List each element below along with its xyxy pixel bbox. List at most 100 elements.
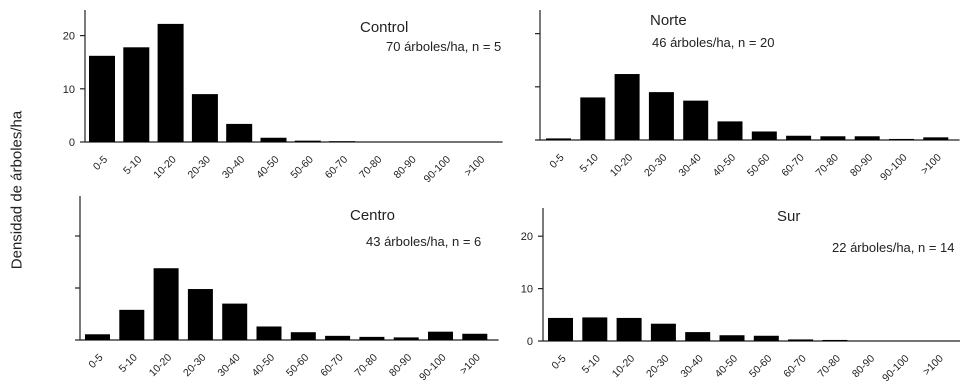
x-tick-label: 30-40: [678, 353, 706, 381]
bar-40-50: [256, 326, 282, 340]
x-tick-label: 10-20: [151, 154, 179, 182]
x-tick-label: 20-30: [181, 352, 209, 380]
x-tick-label: 60-70: [318, 352, 346, 380]
bar-30-40: [685, 332, 711, 341]
y-tick-label: 20: [521, 231, 533, 243]
chart-panel-centro: 0-5 5-10 10-20 20-30 30-40 40-50 50-60 60-70 70-…: [75, 196, 499, 383]
y-tick-label: 20: [63, 31, 75, 43]
bar-70-80: [820, 136, 846, 140]
x-tick-label: 50-60: [284, 352, 312, 380]
x-tick-label: 20-30: [644, 353, 672, 381]
bar-10-20: [157, 23, 184, 143]
x-tick-label: 5-10: [117, 352, 140, 375]
chart-panel-norte: 0-5 5-10 10-20 20-30 30-40 40-50 50-60 60-70 70-…: [535, 10, 960, 183]
x-tick-label: 5-10: [578, 152, 601, 175]
y-tick-label: 0: [527, 336, 533, 348]
shared-y-axis-label: Densidad de árboles/ha: [2, 60, 32, 320]
x-tick-label: 90-100: [417, 352, 449, 384]
bar-70-80: [359, 336, 385, 340]
x-tick-label: 60-70: [779, 152, 807, 180]
y-axis-label-text: Densidad de árboles/ha: [8, 110, 26, 270]
x-tick-label: 70-80: [357, 154, 385, 182]
bar-0-5: [85, 334, 110, 340]
bar-5-10: [123, 47, 150, 142]
bar-5-10: [119, 309, 145, 340]
x-tick-label: 0-5: [91, 154, 110, 173]
bar-20-30: [650, 323, 676, 341]
chart-subtitle: 46 árboles/ha, n = 20: [652, 35, 775, 50]
bar-5-10: [580, 97, 606, 140]
bar-40-50: [719, 335, 745, 341]
x-tick-label: 20-30: [642, 152, 670, 180]
x-tick-label: 10-20: [610, 353, 638, 381]
bar-90-100: [428, 331, 453, 340]
bar-50-60: [290, 332, 316, 340]
bar-10-20: [614, 74, 640, 140]
x-tick-label: 40-50: [713, 353, 741, 381]
y-tick-label: 10: [521, 284, 533, 296]
x-tick-label: 90-100: [880, 353, 912, 385]
bar-50-60: [751, 131, 777, 140]
x-tick-label: 50-60: [747, 353, 775, 381]
bar-5-10: [582, 317, 608, 341]
x-tick-label: >100: [919, 152, 944, 177]
bar-0-5: [89, 55, 115, 142]
x-tick-label: 30-40: [676, 152, 704, 180]
x-tick-label: 80-90: [387, 352, 415, 380]
bar-70-80: [822, 339, 848, 341]
bar-20-30: [191, 94, 218, 142]
bar-0-5: [548, 317, 573, 341]
bar-60-70: [325, 335, 351, 340]
x-tick-label: 30-40: [215, 352, 243, 380]
x-tick-label: 60-70: [323, 154, 351, 182]
x-tick-label: 90-100: [422, 154, 454, 186]
bar-60-70: [788, 339, 814, 341]
bar-90-100: [889, 138, 914, 140]
x-tick-label: >100: [458, 352, 483, 377]
bar-20-30: [187, 289, 213, 340]
bar-30-40: [226, 123, 253, 142]
x-tick-label: 0-5: [86, 352, 105, 371]
x-tick-label: 70-80: [816, 353, 844, 381]
bar-80-90: [393, 337, 419, 340]
bar->100: [462, 333, 488, 340]
x-tick-label: 90-100: [878, 152, 910, 184]
bar-50-60: [753, 335, 779, 341]
chart-title: Centro: [350, 207, 395, 224]
chart-subtitle: 22 árboles/ha, n = 14: [832, 240, 955, 255]
bar-30-40: [222, 303, 248, 340]
x-tick-label: 10-20: [608, 152, 636, 180]
bar-80-90: [854, 136, 880, 140]
x-tick-label: 80-90: [850, 353, 878, 381]
bar-10-20: [616, 317, 642, 341]
y-tick-label: 0: [69, 137, 75, 149]
x-tick-label: 5-10: [121, 154, 144, 177]
bar->100: [923, 137, 949, 140]
chart-panel-sur: 0 10 20 0-5 5-10 10-20 20-30 30-40 40-50 50-60 60-…: [521, 208, 960, 384]
x-tick-label: 50-60: [745, 152, 773, 180]
x-tick-label: >100: [462, 154, 487, 179]
x-tick-label: 20-30: [186, 154, 214, 182]
chart-subtitle: 43 árboles/ha, n = 6: [366, 234, 481, 249]
x-tick-label: 70-80: [814, 152, 842, 180]
x-tick-label: 5-10: [580, 353, 603, 376]
bar-60-70: [786, 135, 812, 140]
bar-40-50: [260, 137, 287, 142]
x-tick-label: 50-60: [288, 154, 316, 182]
x-tick-label: 80-90: [848, 152, 876, 180]
chart-panel-control: 0 10 20 0-5 5-10 10-20 20-30 30-40 40-50 50-60 60-…: [63, 10, 503, 185]
x-tick-label: 0-5: [549, 353, 568, 372]
bar-50-60: [294, 140, 321, 142]
x-tick-label: >100: [921, 353, 946, 378]
x-tick-label: 30-40: [220, 154, 248, 182]
chart-title: Norte: [650, 12, 687, 29]
x-tick-label: 0-5: [547, 152, 566, 171]
bar-10-20: [153, 268, 179, 340]
x-tick-label: 10-20: [147, 352, 175, 380]
x-tick-label: 40-50: [711, 152, 739, 180]
x-tick-label: 40-50: [254, 154, 282, 182]
bar-20-30: [648, 92, 674, 140]
bar-60-70: [329, 141, 356, 142]
